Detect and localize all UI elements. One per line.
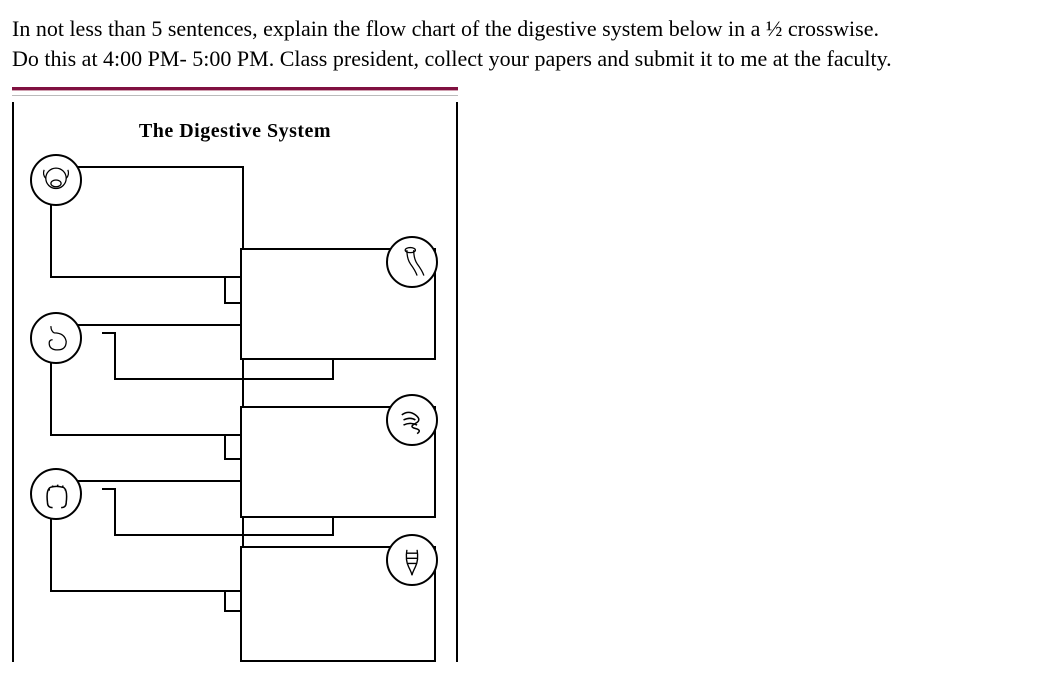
- page: In not less than 5 sentences, explain th…: [0, 0, 1048, 662]
- instructions-line-2: Do this at 4:00 PM- 5:00 PM. Class presi…: [12, 46, 892, 71]
- connector-2-3: [114, 332, 116, 380]
- connector-3-4: [224, 436, 226, 460]
- large-intestine-icon: [30, 468, 82, 520]
- rectum-icon: [386, 534, 438, 586]
- instructions: In not less than 5 sentences, explain th…: [12, 14, 1036, 73]
- digestive-flowchart: The Digestive System: [12, 102, 458, 662]
- connector-5-6: [224, 610, 242, 612]
- stomach-icon: [30, 312, 82, 364]
- connector-2-3: [102, 332, 114, 334]
- esophagus-icon: [386, 236, 438, 288]
- connector-1-2: [224, 278, 226, 304]
- worksheet-title: The Digestive System: [14, 120, 456, 143]
- connector-1-2: [224, 302, 242, 304]
- small-intestine-icon: [386, 394, 438, 446]
- divider-thick: [12, 87, 458, 91]
- mouth-icon: [30, 154, 82, 206]
- connector-3-4: [224, 458, 242, 460]
- connector-4-5: [114, 488, 116, 536]
- divider-thin: [12, 95, 458, 96]
- connector-2-3: [114, 378, 334, 380]
- connector-2-3: [332, 360, 334, 380]
- connector-4-5: [114, 534, 334, 536]
- worksheet-container: The Digestive System: [12, 87, 458, 662]
- connector-5-6: [224, 592, 226, 612]
- connector-4-5: [102, 488, 114, 490]
- instructions-line-1: In not less than 5 sentences, explain th…: [12, 16, 879, 41]
